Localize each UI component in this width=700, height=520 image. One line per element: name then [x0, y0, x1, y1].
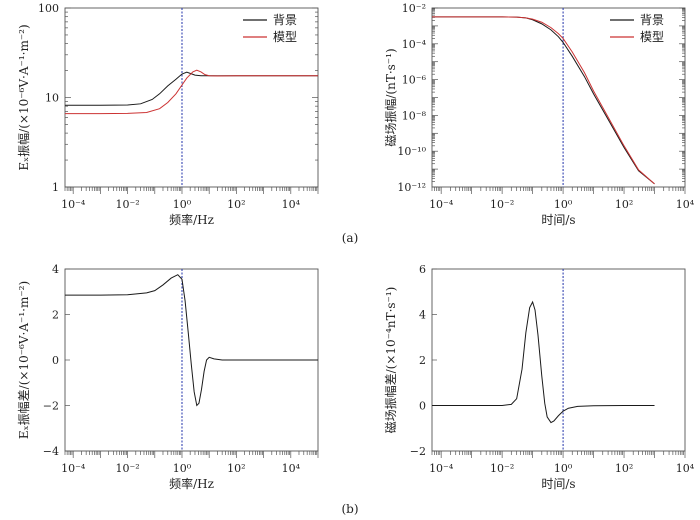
- y-tick-label: 10⁻⁸: [402, 109, 427, 122]
- plot-frame: [431, 268, 686, 452]
- y-tick-label: 10: [45, 92, 59, 105]
- series-line-1: [65, 71, 318, 106]
- series-line-1: [432, 16, 655, 185]
- y-tick-label: 2: [52, 309, 59, 322]
- x-tick-label: 10⁴: [676, 198, 695, 211]
- legend-label: 模型: [273, 30, 297, 44]
- x-axis-label: 时间/s: [541, 477, 575, 491]
- legend-label: 背景: [640, 13, 664, 27]
- series-line-1: [65, 274, 318, 407]
- x-tick-label: 10²: [615, 198, 633, 211]
- y-tick-label: 4: [52, 263, 59, 276]
- y-axis-label: Eₓ振幅差/(×10⁻⁶V·A⁻¹·m⁻²): [16, 281, 31, 439]
- y-tick-label: 0: [419, 400, 426, 413]
- x-tick-label: 10⁻²: [490, 198, 514, 211]
- x-axis-label: 频率/Hz: [169, 212, 214, 227]
- y-tick-label: −2: [410, 445, 426, 458]
- x-tick-label: 10⁻⁴: [429, 462, 454, 475]
- x-tick-label: 10⁰: [554, 198, 573, 211]
- x-tick-label: 10⁻⁴: [61, 198, 86, 211]
- chart-a2: 10⁻⁴ 10⁻² 10⁰ 10² 10⁴ 10⁻¹² 10⁻¹⁰ 10⁻⁸ 10⁻⁶ 10⁻⁴ 1…: [383, 2, 695, 227]
- series-line-2: [65, 69, 318, 115]
- series-line-2: [432, 16, 655, 185]
- x-axis-label: 时间/s: [541, 213, 575, 227]
- y-tick-label: 6: [419, 263, 426, 276]
- y-tick-label: 10⁻⁴: [402, 38, 427, 51]
- x-tick-label: 10²: [615, 462, 633, 475]
- y-tick-label: 0: [52, 354, 59, 367]
- x-tick-label: 10⁰: [173, 198, 192, 211]
- y-axis-label: 磁场振幅差/(×10⁻⁴nT·s⁻¹): [383, 287, 398, 434]
- caption-b: (b): [341, 502, 358, 516]
- x-tick-label: 10⁻²: [115, 462, 139, 475]
- legend-label: 背景: [273, 13, 297, 27]
- x-axis-label: 频率/Hz: [169, 476, 214, 491]
- x-tick-label: 10⁻²: [490, 462, 514, 475]
- y-axis-label: 磁场振幅/(nT·s⁻¹): [383, 48, 398, 146]
- x-tick-label: 10⁻⁴: [61, 462, 86, 475]
- x-tick-label: 10⁻⁴: [429, 198, 454, 211]
- x-tick-label: 10⁻²: [115, 198, 139, 211]
- chart-b2: 10⁻⁴ 10⁻² 10⁰ 10² 10⁴ −2 0 2 4 6 时间/s 磁场振幅差/(×10⁻⁴n…: [383, 263, 695, 491]
- y-tick-label: −4: [43, 445, 59, 458]
- x-tick-label: 10⁰: [173, 462, 192, 475]
- x-tick-label: 10²: [227, 462, 245, 475]
- y-tick-label: 10⁻²: [402, 2, 426, 15]
- y-tick-label: −2: [43, 400, 59, 413]
- legend-label: 模型: [640, 30, 664, 44]
- y-tick-label: 10⁻⁶: [402, 74, 427, 87]
- x-tick-label: 10⁴: [282, 462, 301, 475]
- x-tick-label: 10²: [227, 198, 245, 211]
- x-tick-label: 10⁴: [282, 198, 301, 211]
- x-tick-label: 10⁴: [676, 462, 695, 475]
- y-tick-label: 2: [419, 354, 426, 367]
- y-tick-label: 10⁻¹⁰: [397, 145, 426, 158]
- chart-b1: 10⁻⁴ 10⁻² 10⁰ 10² 10⁴ −4 −2 0 2 4 频率/Hz Eₓ振幅差/(×10⁻…: [16, 263, 319, 491]
- y-tick-label: 10⁻¹²: [397, 181, 426, 194]
- y-tick-label: 1: [52, 181, 59, 194]
- x-tick-label: 10⁰: [554, 462, 573, 475]
- y-tick-label: 100: [38, 2, 59, 15]
- y-axis-label: Eₓ振幅/(×10⁻⁶V·A⁻¹·m⁻²): [16, 24, 31, 170]
- y-tick-label: 4: [419, 309, 426, 322]
- caption-a: (a): [342, 231, 359, 245]
- series-line-1: [432, 300, 655, 424]
